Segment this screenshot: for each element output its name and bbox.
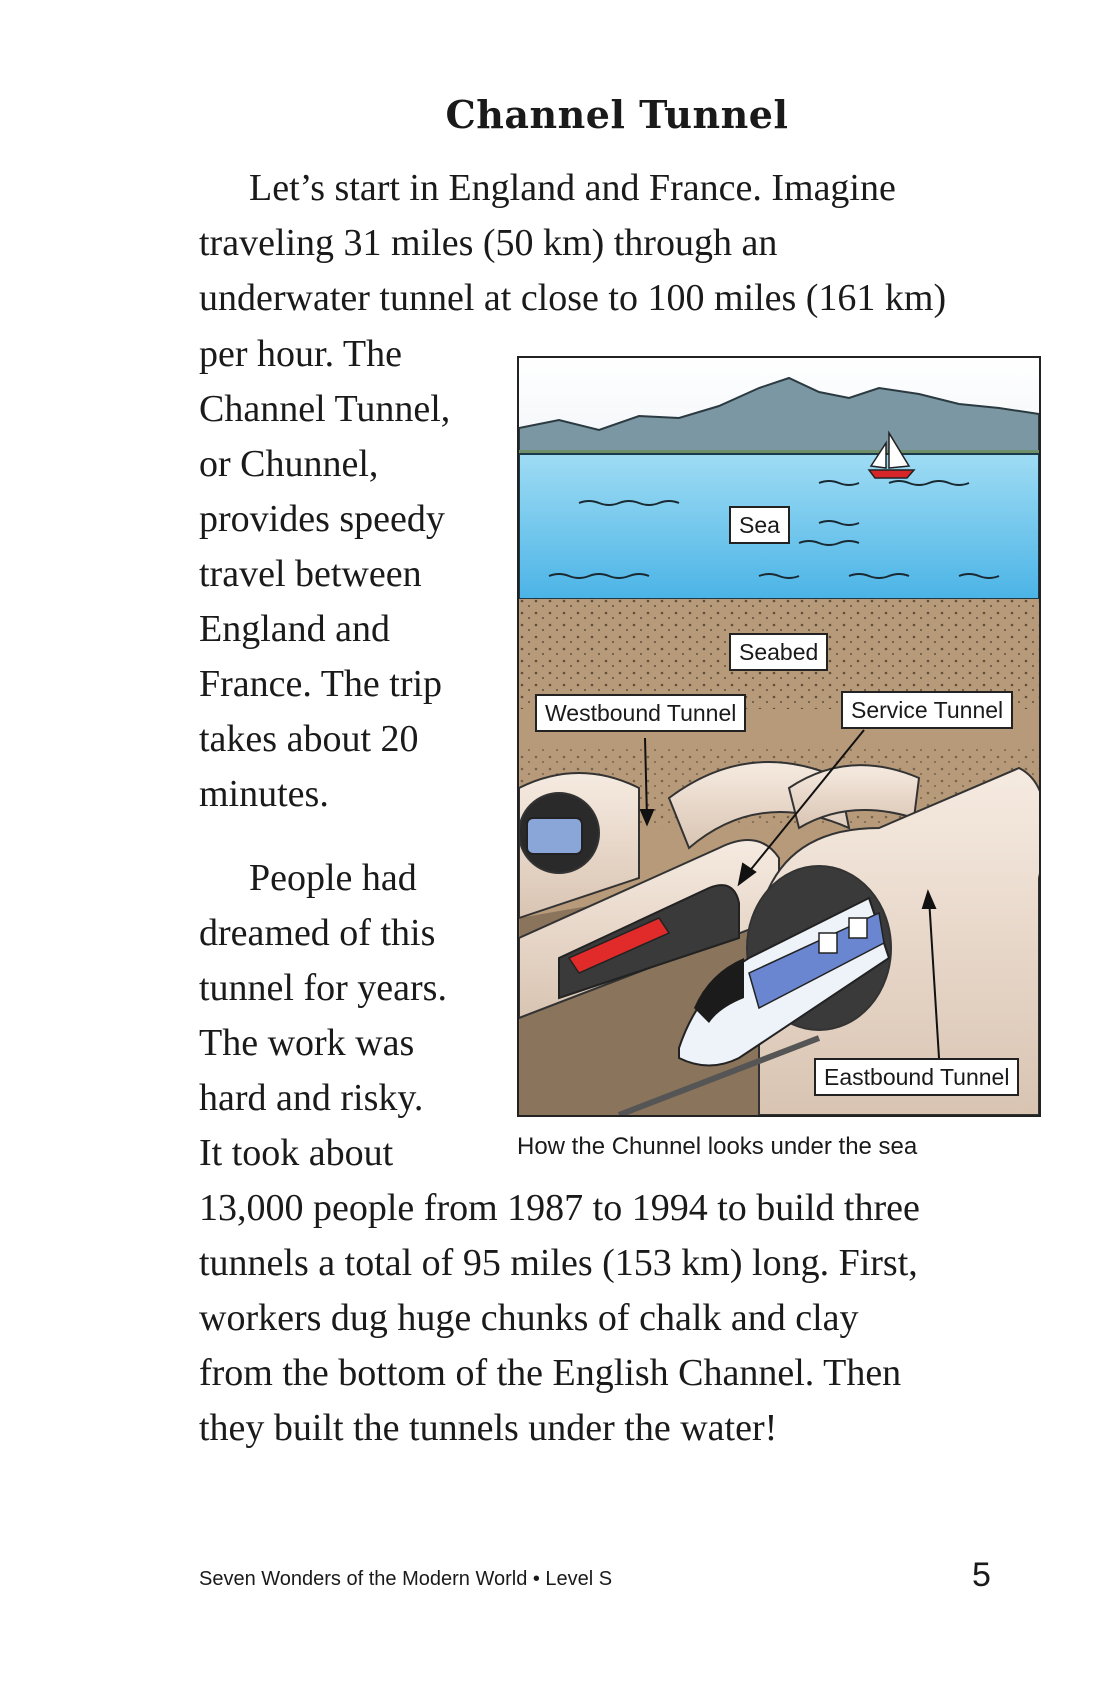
paragraph-line: hard and risky. bbox=[199, 1077, 424, 1119]
paragraph-line: travel between bbox=[199, 553, 422, 595]
footer-book-title: Seven Wonders of the Modern World • Leve… bbox=[199, 1568, 613, 1590]
service-tunnel-label: Service Tunnel bbox=[841, 691, 1014, 729]
paragraph-line: traveling 31 miles (50 km) through an bbox=[199, 222, 778, 264]
paragraph-line: People had bbox=[249, 857, 417, 899]
paragraph-line: takes about 20 bbox=[199, 718, 419, 760]
paragraph-line: Let’s start in England and France. Imagi… bbox=[249, 167, 896, 209]
paragraph-line: France. The trip bbox=[199, 663, 443, 705]
paragraph-line: England and bbox=[199, 608, 391, 650]
paragraph-line: tunnel for years. bbox=[199, 967, 447, 1009]
paragraph-line: minutes. bbox=[199, 773, 329, 815]
paragraph-line: workers dug huge chunks of chalk and cla… bbox=[199, 1297, 859, 1339]
paragraph-line: they built the tunnels under the water! bbox=[199, 1407, 778, 1449]
figure-caption: How the Chunnel looks under the sea bbox=[517, 1133, 918, 1160]
paragraph-line: provides speedy bbox=[199, 498, 445, 540]
chunnel-illustration-art bbox=[519, 358, 1039, 1115]
eastbound-tunnel-label: Eastbound Tunnel bbox=[814, 1058, 1020, 1096]
sea-label: Sea bbox=[729, 506, 790, 544]
paragraph-line: The work was bbox=[199, 1022, 415, 1064]
westbound-tunnel-label: Westbound Tunnel bbox=[535, 694, 747, 732]
paragraph-line: tunnels a total of 95 miles (153 km) lon… bbox=[199, 1242, 918, 1284]
seabed-label: Seabed bbox=[729, 633, 829, 671]
page-heading: Channel Tunnel bbox=[445, 92, 789, 137]
page-number: 5 bbox=[972, 1556, 991, 1594]
paragraph-line: dreamed of this bbox=[199, 912, 436, 954]
paragraph-line: Channel Tunnel, bbox=[199, 388, 451, 430]
chunnel-illustration: Sea Seabed Westbound Tunnel Service Tunn… bbox=[517, 356, 1041, 1117]
paragraph-line: or Chunnel, bbox=[199, 443, 379, 485]
paragraph-line: underwater tunnel at close to 100 miles … bbox=[199, 277, 947, 319]
paragraph-line: It took about bbox=[199, 1132, 394, 1174]
paragraph-line: per hour. The bbox=[199, 333, 402, 375]
paragraph-line: 13,000 people from 1987 to 1994 to build… bbox=[199, 1187, 920, 1229]
paragraph-line: from the bottom of the English Channel. … bbox=[199, 1352, 902, 1394]
